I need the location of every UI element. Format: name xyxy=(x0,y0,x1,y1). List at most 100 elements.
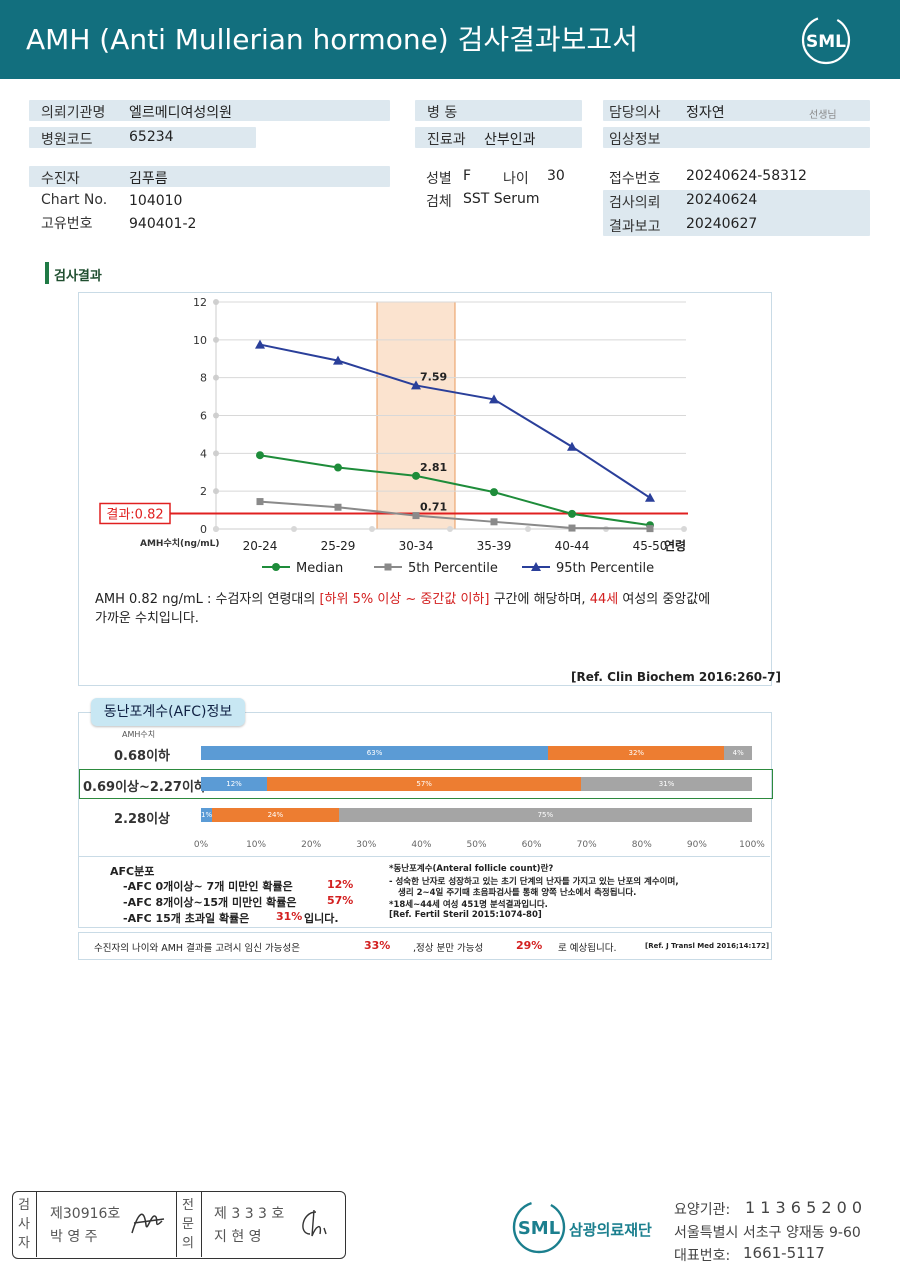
afc-axis-tick: 90% xyxy=(686,840,707,850)
data-label: 0.71 xyxy=(420,501,447,514)
sig-divider xyxy=(201,1192,202,1257)
afc-dist-3-pct: 31% xyxy=(276,910,303,923)
y-tick-label: 2 xyxy=(200,485,207,498)
axis-dot xyxy=(525,526,531,532)
afc-dist-3-suffix: 입니다. xyxy=(304,912,339,925)
patient-label: 수진자 xyxy=(41,171,80,187)
afc-dist-1-pct: 12% xyxy=(327,878,354,891)
specialist-license: 제 3 3 3 호 xyxy=(214,1206,285,1222)
chart-no-label: Chart No. xyxy=(41,192,108,208)
interp-text-1: AMH 0.82 ng/mL : 수검자의 연령대의 xyxy=(95,592,320,607)
afc-row-label: 2.28이상 xyxy=(114,812,170,827)
org-phone-label: 대표번호: xyxy=(674,1248,731,1264)
y-tick-label: 10 xyxy=(193,334,207,347)
section-title: 검사결과 xyxy=(54,269,102,284)
org-address: 서울특별시 서초구 양재동 9-60 xyxy=(674,1225,861,1241)
data-point xyxy=(568,509,576,518)
y-tick-label: 12 xyxy=(193,296,207,309)
data-point xyxy=(411,380,421,390)
series-line-median xyxy=(259,454,651,527)
receipt-label: 접수번호 xyxy=(609,171,661,187)
pregnancy-text-1: 수진자의 나이와 AMH 결과를 고려시 임신 가능성은 xyxy=(94,943,301,954)
data-point xyxy=(489,394,499,404)
org-phone: 1661-5117 xyxy=(743,1244,825,1262)
afc-axis-tick: 70% xyxy=(576,840,597,850)
legend-label: 5th Percentile xyxy=(408,561,498,576)
axis-dot xyxy=(369,526,375,532)
data-point xyxy=(334,503,342,511)
axis-dot xyxy=(681,526,687,532)
age-value: 30 xyxy=(547,168,565,184)
data-point xyxy=(333,355,343,365)
x-tick-label: 30-34 xyxy=(399,539,434,553)
afc-axis-tick: 50% xyxy=(466,840,487,850)
ward-label: 병 동 xyxy=(427,105,458,121)
specialist-vertical-label: 전문의 xyxy=(182,1198,194,1251)
afc-axis: 0% 10% 20% 30% 40% 50% 60% 70% 80% 90% 100% xyxy=(194,840,765,852)
y-tick-label: 0 xyxy=(200,523,207,536)
result-label-box xyxy=(99,502,171,525)
interp-text-5: 여성의 중앙값에 xyxy=(618,592,711,607)
x-tick-label: 25-29 xyxy=(321,539,356,553)
data-point xyxy=(490,518,498,526)
afc-amh-label: AMH수치 xyxy=(122,730,156,739)
pregnancy-value-2: 29% xyxy=(516,939,543,952)
doctor-value: 정자연 xyxy=(686,105,725,121)
legend-label: 95th Percentile xyxy=(556,561,654,576)
specimen-label: 검체 xyxy=(426,194,452,210)
pregnancy-text-2: ,정상 분만 가능성 xyxy=(413,943,484,954)
afc-axis-tick: 60% xyxy=(521,840,542,850)
uid-value: 940401-2 xyxy=(129,216,197,232)
afc-note-2: - 성숙한 난자로 성장하고 있는 초기 단계의 난자를 가지고 있는 난포의 … xyxy=(389,877,679,887)
legend-label: Median xyxy=(296,561,343,576)
pregnancy-text-3: 로 예상됩니다. xyxy=(558,943,617,954)
interp-text-3: 구간에 해당하며, xyxy=(489,592,590,607)
afc-title: 동난포계수(AFC)정보 xyxy=(91,698,245,726)
pregnancy-panel xyxy=(78,932,772,960)
afc-divider xyxy=(78,856,770,857)
inspector-name: 박 영 주 xyxy=(50,1229,98,1245)
afc-bar-row: 63% 32% 4% xyxy=(201,746,752,760)
legend-marker xyxy=(384,563,392,571)
specialist-name: 지 현 영 xyxy=(214,1229,262,1245)
hospital-code-label: 병원코드 xyxy=(41,132,93,148)
org-code-label: 요양기관: xyxy=(674,1202,731,1218)
data-point xyxy=(568,524,576,532)
afc-axis-tick: 0% xyxy=(193,840,209,850)
receipt-value: 20240624-58312 xyxy=(686,168,807,184)
specialist-signature-icon xyxy=(302,1209,327,1237)
data-point xyxy=(412,512,420,520)
chart-no-value: 104010 xyxy=(129,193,183,209)
sml-footer-logo-icon: SML xyxy=(512,1200,566,1254)
y-axis-label: AMH수치(ng/mL) xyxy=(140,537,220,549)
y-tick-label: 4 xyxy=(200,447,207,460)
afc-highlight-box xyxy=(79,769,773,799)
org-code: 1 1 3 6 5 2 0 0 xyxy=(745,1198,863,1217)
axis-dot xyxy=(213,526,219,532)
afc-note-4: *18세~44세 여성 451명 분석결과입니다. xyxy=(389,900,548,910)
data-point xyxy=(645,492,655,502)
uid-label: 고유번호 xyxy=(41,216,93,232)
report-header xyxy=(0,0,900,79)
signature-box xyxy=(12,1191,346,1259)
interp-age: 44세 xyxy=(589,592,619,607)
afc-bar-row: 12% 57% 31% xyxy=(201,777,752,791)
report-label: 결과보고 xyxy=(609,219,661,235)
sig-divider xyxy=(36,1192,37,1257)
data-point xyxy=(256,498,264,506)
y-tick-label: 8 xyxy=(200,372,207,385)
clinical-row xyxy=(603,127,870,148)
y-tick-label: 6 xyxy=(200,410,207,423)
afc-note-1: *동난포계수(Anteral follicle count)란? xyxy=(389,864,554,874)
institution-row xyxy=(29,100,390,121)
afc-dist-3: -AFC 15개 초과일 확률은 xyxy=(123,912,250,925)
afc-axis-tick: 40% xyxy=(411,840,432,850)
afc-bar-segment: 57% xyxy=(267,777,582,791)
series-line-5th-percentile xyxy=(259,500,651,530)
interpretation-line1: AMH 0.82 ng/mL : 수검자의 연령대의 [하위 5% 이상 ~ 중… xyxy=(95,588,765,607)
doctor-suffix: 선생님 xyxy=(809,110,837,121)
doctor-label: 담당의사 xyxy=(609,105,661,121)
sml-footer-logo-text: SML xyxy=(518,1218,560,1239)
sex-value: F xyxy=(463,168,472,184)
series-line-95th-percentile xyxy=(259,343,651,499)
